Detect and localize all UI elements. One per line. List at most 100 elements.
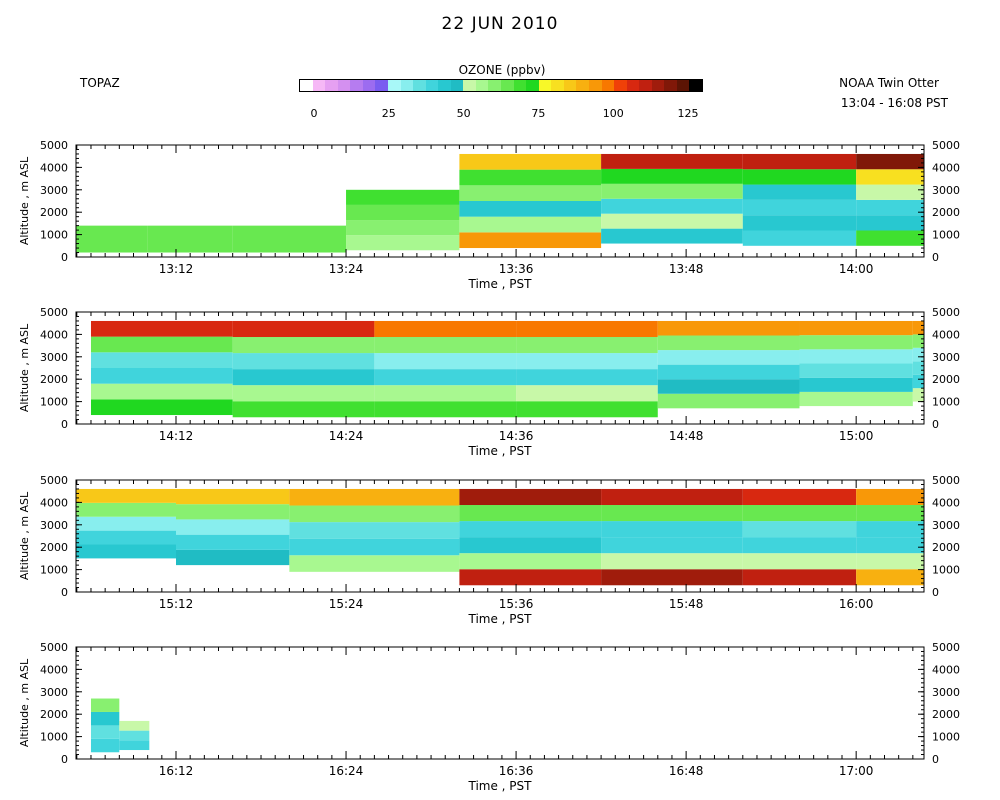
ozone-cell: [516, 320, 658, 338]
y-tick-label-right: 3000: [932, 519, 960, 532]
y-tick-label-right: 3000: [932, 686, 960, 699]
ozone-cell: [657, 350, 800, 365]
y-axis-label: Altitude , m ASL: [18, 658, 31, 747]
ozone-cell: [459, 553, 602, 570]
ozone-cell: [459, 169, 602, 186]
x-tick-label: 13:48: [669, 262, 704, 276]
ozone-cell: [856, 521, 924, 538]
ozone-cell: [346, 204, 460, 221]
ozone-cell: [742, 537, 857, 554]
ozone-cell: [459, 537, 602, 554]
x-tick-label: 13:36: [499, 262, 534, 276]
colorbar-swatch: [350, 80, 363, 91]
y-tick-label-right: 5000: [932, 474, 960, 487]
ozone-cell: [742, 505, 857, 522]
colorbar-swatch: [526, 80, 539, 91]
ozone-cell: [90, 698, 120, 712]
aircraft-label: NOAA Twin Otter: [839, 76, 939, 90]
ozone-cell: [742, 488, 857, 506]
y-tick-label-left: 2000: [40, 708, 68, 721]
ozone-cell: [799, 335, 913, 350]
colorbar-swatch: [513, 80, 527, 91]
colorbar-swatch: [387, 80, 401, 91]
ozone-cell: [601, 213, 743, 229]
y-tick-label-left: 5000: [40, 641, 68, 654]
ozone-cell: [742, 184, 857, 200]
y-tick-label-left: 1000: [40, 564, 68, 577]
ozone-cell: [601, 505, 743, 522]
ozone-cell: [516, 369, 658, 386]
ozone-cell: [657, 379, 800, 394]
y-tick-label-left: 4000: [40, 161, 68, 174]
ozone-cell: [912, 374, 924, 389]
colorbar: [299, 79, 703, 92]
ozone-cell: [459, 521, 602, 538]
colorbar-tick-label: 50: [456, 107, 471, 120]
ozone-cell: [856, 553, 924, 570]
colorbar-swatch: [588, 80, 602, 91]
ozone-cell: [856, 184, 924, 200]
ozone-cell: [601, 553, 743, 570]
ozone-cell: [657, 364, 800, 380]
ozone-cell: [516, 337, 658, 354]
ozone-cell: [742, 553, 857, 570]
plot-frame: [75, 144, 925, 258]
ozone-cell: [374, 353, 517, 370]
y-tick-label-left: 2000: [40, 541, 68, 554]
ozone-cell: [90, 320, 233, 337]
ozone-cell: [374, 385, 517, 402]
ozone-cell: [232, 225, 347, 253]
plot-panel: 0 0 1000 1000 2000 2000 3000 3000 4000 4000 5000 50…: [18, 306, 960, 458]
ozone-cell: [76, 544, 176, 559]
colorbar-swatch: [538, 80, 552, 91]
colorbar-tick-label: 75: [531, 107, 546, 120]
colorbar-tick-label: 25: [381, 107, 396, 120]
ozone-cell: [346, 235, 460, 251]
ozone-cell: [176, 549, 290, 566]
plot-frame: [75, 646, 925, 760]
ozone-cell: [856, 488, 924, 506]
y-tick-label-right: 1000: [932, 396, 960, 409]
ozone-cell: [742, 569, 857, 586]
colorbar-swatch: [413, 80, 426, 91]
x-axis-label: Time , PST: [468, 779, 533, 793]
ozone-cell: [742, 521, 857, 538]
colorbar-swatch: [488, 80, 501, 91]
ozone-cell: [516, 385, 658, 402]
y-tick-label-right: 2000: [932, 373, 960, 386]
x-tick-label: 14:36: [499, 429, 534, 443]
y-tick-label-left: 0: [61, 753, 68, 766]
colorbar-swatch: [312, 80, 326, 91]
ozone-cell: [374, 337, 517, 354]
y-tick-label-left: 0: [61, 586, 68, 599]
ozone-cell: [289, 538, 460, 556]
colorbar-swatch: [362, 80, 376, 91]
ozone-cell: [742, 230, 857, 246]
time-span-label: 13:04 - 16:08 PST: [840, 96, 948, 110]
y-tick-label-right: 0: [932, 251, 939, 264]
ozone-cell: [90, 383, 233, 400]
ozone-cell: [657, 320, 800, 336]
x-axis-label: Time , PST: [468, 444, 533, 458]
y-tick-label-left: 4000: [40, 496, 68, 509]
x-tick-label: 16:36: [499, 764, 534, 778]
colorbar-swatch: [651, 80, 665, 91]
ozone-cell: [176, 488, 290, 505]
ozone-data: [90, 698, 150, 753]
ozone-cell: [90, 725, 120, 739]
y-tick-label-left: 0: [61, 251, 68, 264]
y-tick-label-right: 4000: [932, 663, 960, 676]
y-tick-label-left: 4000: [40, 328, 68, 341]
ozone-cell: [176, 534, 290, 550]
ozone-cell: [459, 505, 602, 522]
ozone-cell: [232, 369, 375, 386]
ozone-cell: [742, 215, 857, 231]
y-tick-label-right: 2000: [932, 541, 960, 554]
ozone-cell: [601, 183, 743, 199]
y-tick-label-left: 5000: [40, 306, 68, 319]
ozone-cell: [459, 232, 602, 249]
colorbar-swatch: [601, 80, 615, 91]
ozone-cell: [601, 537, 743, 554]
y-tick-label-right: 4000: [932, 161, 960, 174]
